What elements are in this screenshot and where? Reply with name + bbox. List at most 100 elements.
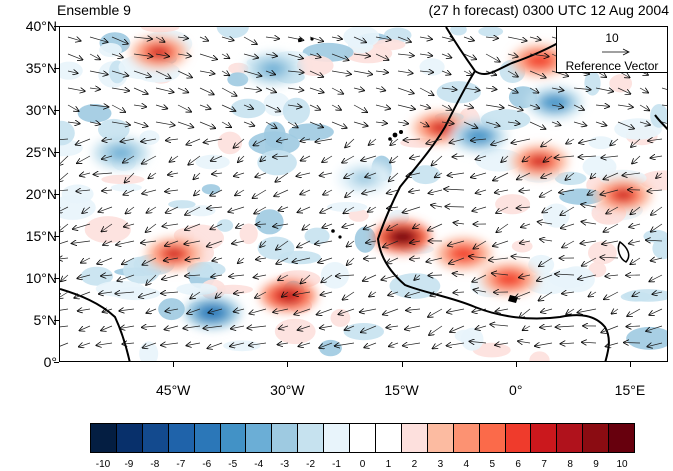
wind-vector <box>301 155 311 161</box>
wind-vector <box>523 326 531 330</box>
wind-vector <box>410 241 421 243</box>
wind-vector <box>535 343 553 346</box>
wind-vector <box>124 224 135 227</box>
wind-vector <box>243 88 261 90</box>
wind-vector <box>221 87 237 96</box>
wind-vector <box>254 138 267 145</box>
wind-vector <box>80 173 91 176</box>
field-patch <box>99 43 122 57</box>
wind-vector <box>221 104 235 111</box>
wind-vector <box>542 206 553 213</box>
negative-anomaly <box>202 307 223 319</box>
field-patch <box>472 342 511 358</box>
wind-vector <box>336 275 355 276</box>
wind-vector <box>243 122 254 126</box>
wind-vector <box>630 257 641 264</box>
wind-vector <box>234 173 245 176</box>
wind-vector <box>523 155 531 162</box>
wind-vector <box>561 343 575 344</box>
lat-tick-label: 30°N <box>25 102 57 118</box>
colorbar-tick-label: -5 <box>228 459 238 470</box>
wind-vector <box>78 309 91 311</box>
wind-vector <box>155 70 171 78</box>
wind-vector <box>629 241 641 244</box>
wind-vector <box>187 138 201 145</box>
wind-vector <box>235 189 245 195</box>
field-patch <box>343 27 380 48</box>
wind-vector <box>441 37 454 40</box>
wind-vector <box>540 189 553 197</box>
colorbar-swatch <box>298 424 325 452</box>
wind-vector <box>560 206 575 215</box>
wind-vector <box>591 173 596 178</box>
wind-vector <box>622 173 641 175</box>
field-patch <box>304 227 330 245</box>
wind-vector <box>60 189 69 191</box>
wind-vector <box>89 71 108 75</box>
wind-vector <box>155 87 174 92</box>
wind-vector <box>309 87 324 92</box>
wind-vector <box>390 155 399 163</box>
wind-vector <box>578 274 597 279</box>
plot-title-right: (27 h forecast) 0300 UTC 12 Aug 2004 <box>428 2 669 18</box>
wind-vector <box>507 36 527 41</box>
wind-vector <box>199 53 217 59</box>
wind-vector <box>103 309 113 312</box>
wind-vector <box>406 309 421 310</box>
wind-vector <box>624 343 641 344</box>
field-patch <box>588 136 614 150</box>
wind-vector <box>265 71 275 75</box>
field-patch <box>60 61 83 80</box>
wind-vector <box>617 121 634 129</box>
wind-vector <box>133 37 152 39</box>
wind-vector <box>142 190 157 194</box>
wind-vector <box>403 343 421 346</box>
wind-vector <box>606 343 619 347</box>
wind-vector <box>122 343 135 344</box>
wind-vector <box>139 291 157 297</box>
field-patch <box>554 171 587 185</box>
wind-vector <box>243 70 261 76</box>
wind-vector <box>588 189 597 195</box>
plot-title-left: Ensemble 9 <box>57 2 131 18</box>
wind-vector <box>501 155 509 162</box>
lon-tick-mark <box>629 362 631 367</box>
wind-vector <box>539 291 553 301</box>
wind-vector <box>447 343 465 346</box>
wind-vector <box>472 274 487 282</box>
wind-vector <box>344 172 355 178</box>
wind-vector <box>303 223 311 230</box>
wind-vector <box>490 324 509 326</box>
wind-vector <box>60 172 69 182</box>
wind-vector <box>212 173 223 174</box>
wind-vector <box>155 105 167 109</box>
colorbar-swatch <box>609 424 635 452</box>
wind-vector <box>256 258 267 260</box>
wind-vector <box>94 173 113 174</box>
wind-vector <box>539 257 553 266</box>
wind-vector <box>627 308 641 316</box>
lon-tick-label: 15°W <box>384 382 419 398</box>
wind-vector <box>649 274 663 281</box>
reference-arrow-icon <box>602 48 630 56</box>
field-patch <box>319 339 342 357</box>
colorbar-tick-label: 3 <box>437 459 444 470</box>
wind-vector <box>368 207 377 212</box>
wind-vector <box>507 122 520 124</box>
field-patch <box>343 323 384 341</box>
wind-vector <box>485 53 500 62</box>
wind-vector <box>581 204 597 207</box>
wind-vector <box>629 224 641 227</box>
wind-vector <box>595 88 613 92</box>
wind-vector <box>276 240 289 250</box>
wind-vector <box>199 87 214 94</box>
wind-vector <box>99 206 113 212</box>
wind-vector <box>521 224 531 227</box>
field-patch <box>650 104 667 128</box>
wind-vector <box>492 273 509 275</box>
wind-vector <box>231 326 245 329</box>
colorbar-tick-label: -3 <box>280 459 290 470</box>
wind-vector <box>397 54 414 56</box>
wind-vector <box>234 292 245 294</box>
wind-vector <box>606 206 619 214</box>
